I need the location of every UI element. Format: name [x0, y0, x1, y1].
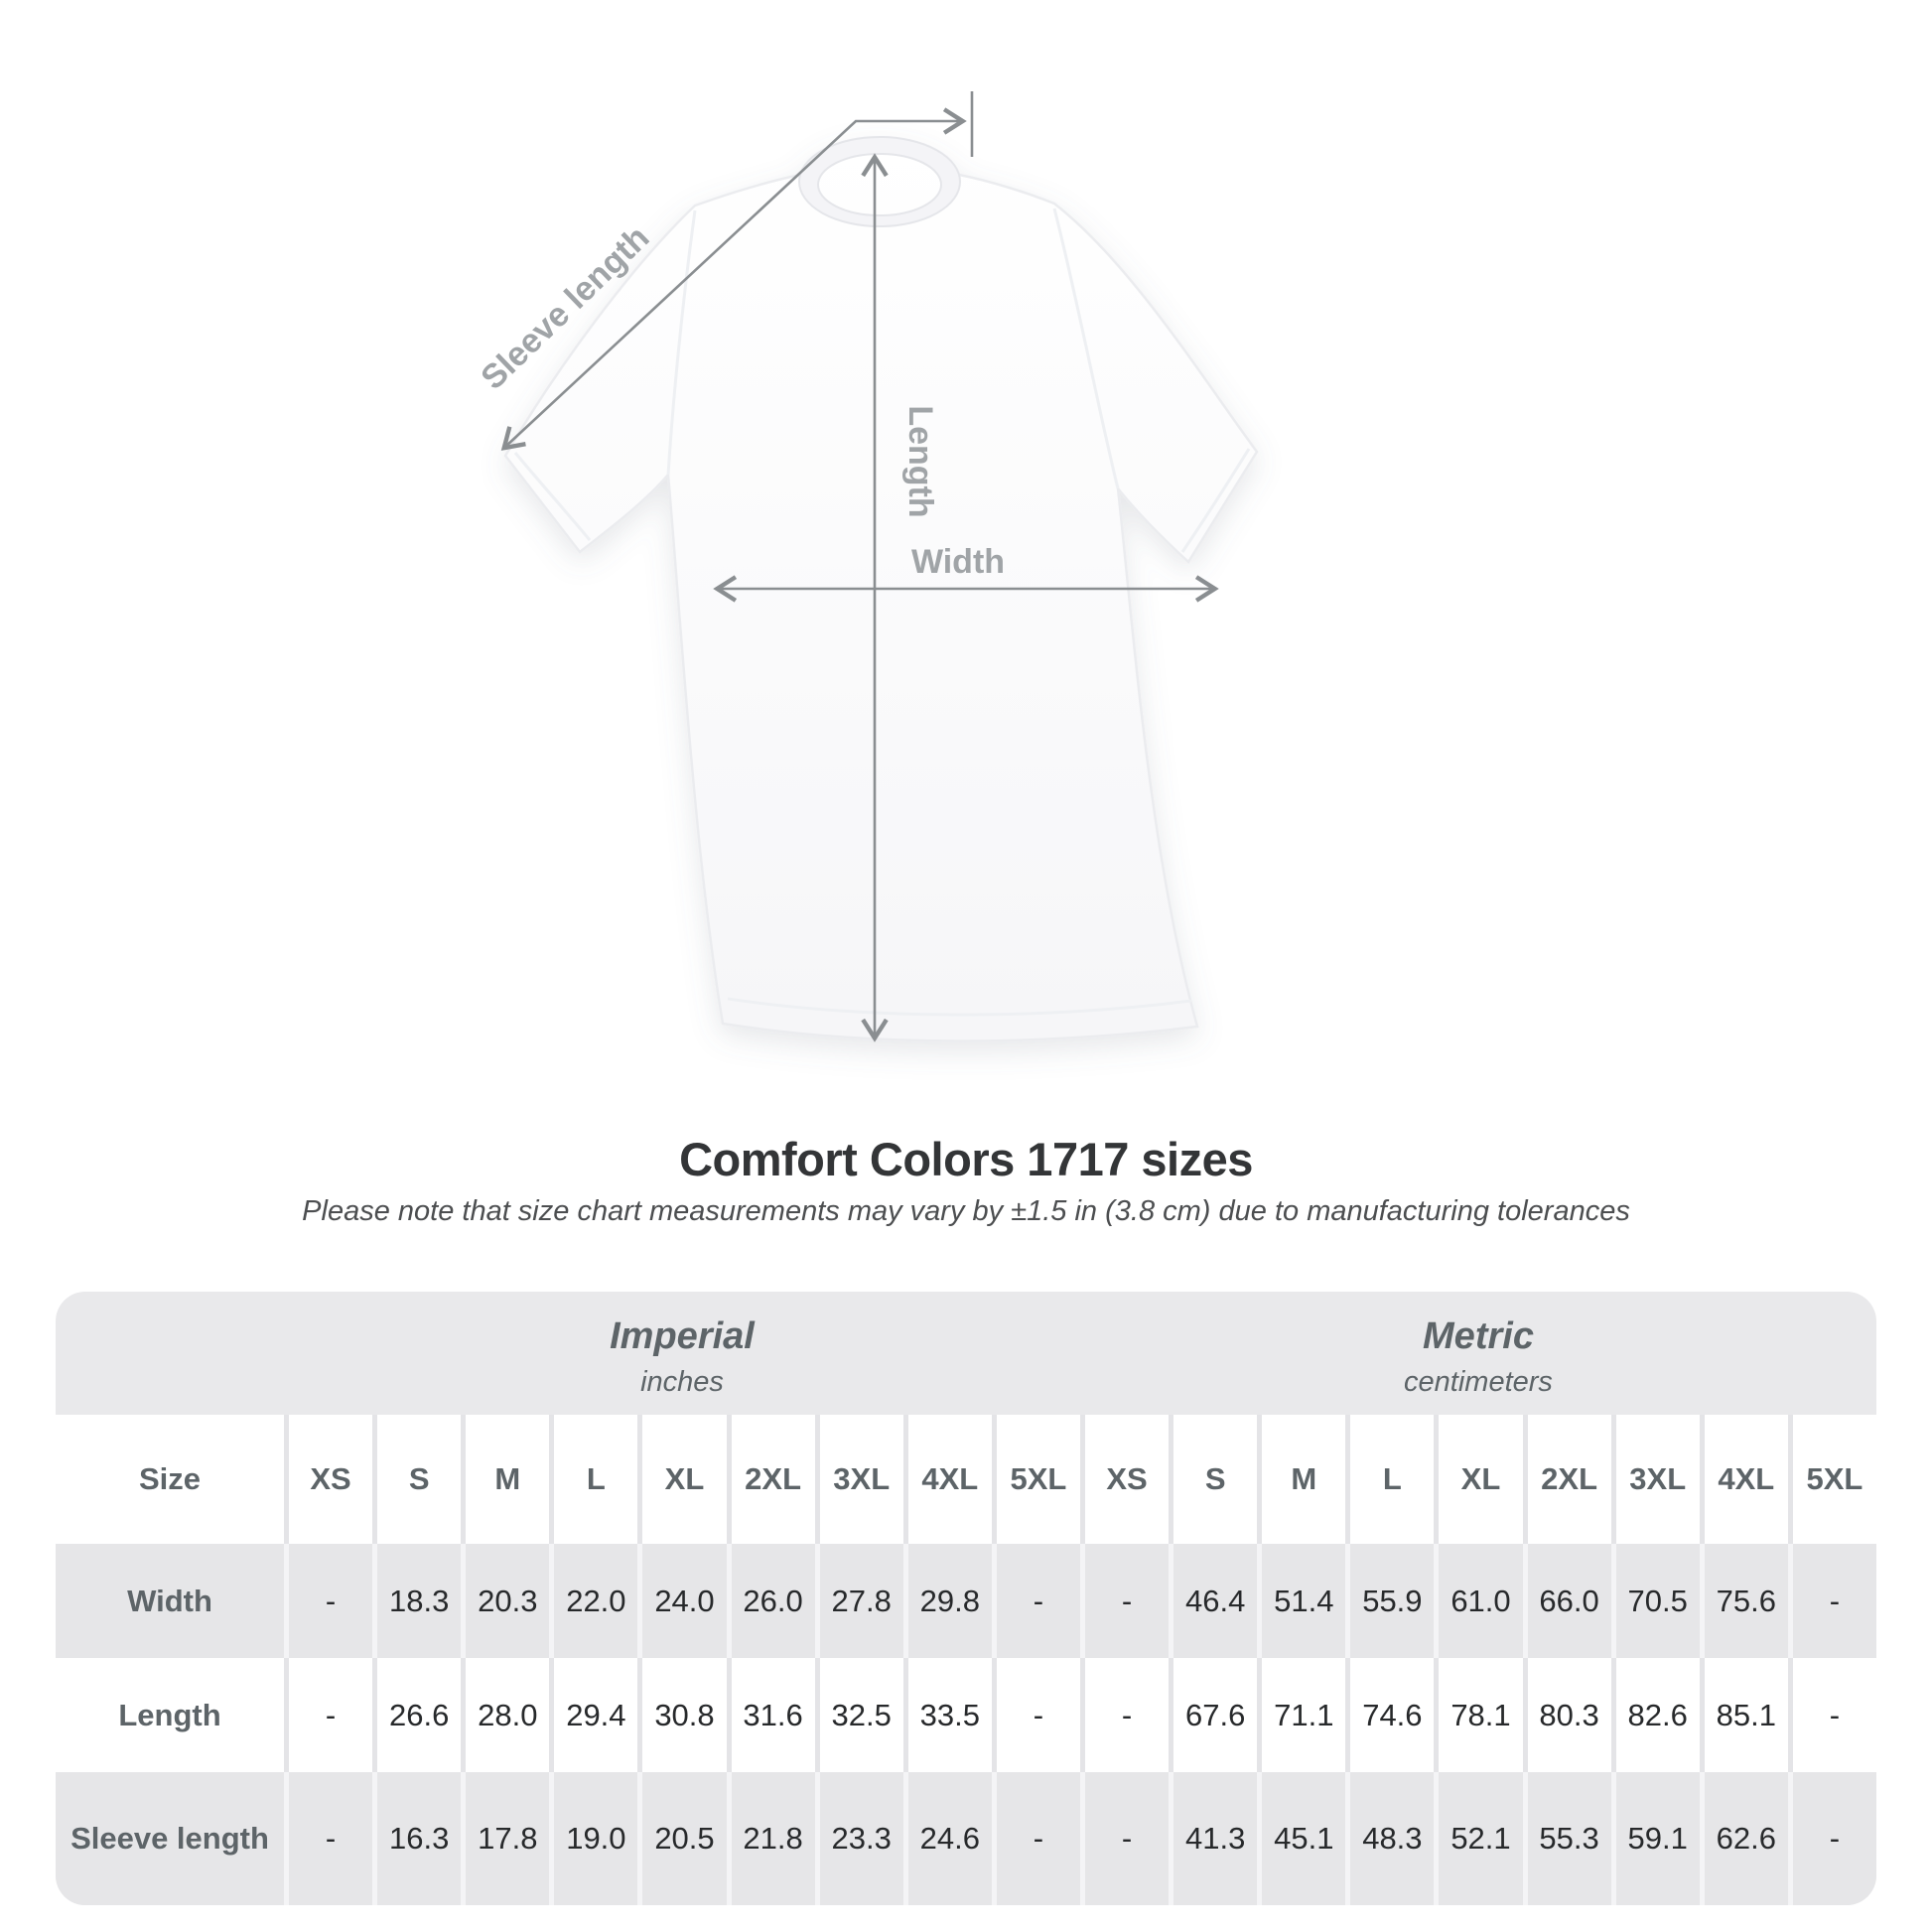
- size-header-cell: 3XL: [1610, 1415, 1700, 1544]
- size-header-cell: 5XL: [991, 1415, 1080, 1544]
- value-cell: -: [1787, 1544, 1876, 1658]
- unit-row-spacer: [56, 1292, 284, 1415]
- size-header-cell: 4XL: [902, 1415, 992, 1544]
- size-header-cell: M: [1257, 1415, 1346, 1544]
- value-cell: 67.6: [1169, 1658, 1258, 1772]
- value-cell: 21.8: [726, 1772, 815, 1905]
- value-cell: -: [991, 1772, 1080, 1905]
- value-cell: 22.0: [549, 1544, 638, 1658]
- value-cell: 28.0: [461, 1658, 550, 1772]
- value-cell: 45.1: [1257, 1772, 1346, 1905]
- value-cell: -: [1080, 1658, 1170, 1772]
- size-header-cell: 4XL: [1699, 1415, 1788, 1544]
- value-cell: 70.5: [1610, 1544, 1700, 1658]
- unit-group-imperial: Imperial inches: [284, 1292, 1080, 1415]
- value-cell: 71.1: [1257, 1658, 1346, 1772]
- value-cell: 29.8: [902, 1544, 992, 1658]
- value-cell: 78.1: [1434, 1658, 1523, 1772]
- length-row: Length -26.6 28.0 29.4 30.8 31.6 32.5 33.5- -67…: [56, 1658, 1876, 1772]
- value-cell: 17.8: [461, 1772, 550, 1905]
- sleeve-length-arrow: [500, 107, 967, 451]
- value-cell: 23.3: [814, 1772, 903, 1905]
- value-cell: 75.6: [1699, 1544, 1788, 1658]
- value-cell: 85.1: [1699, 1658, 1788, 1772]
- length-label: Length: [901, 405, 939, 517]
- value-cell: 29.4: [549, 1658, 638, 1772]
- value-cell: 18.3: [372, 1544, 462, 1658]
- row-label-sleeve-length: Sleeve length: [56, 1772, 284, 1905]
- value-cell: -: [284, 1658, 373, 1772]
- size-header-cell: S: [1169, 1415, 1258, 1544]
- size-header-cell: 5XL: [1787, 1415, 1876, 1544]
- value-cell: 32.5: [814, 1658, 903, 1772]
- size-header-cell: XS: [284, 1415, 373, 1544]
- value-cell: -: [1787, 1658, 1876, 1772]
- row-label-width: Width: [56, 1544, 284, 1658]
- size-header-cell: XL: [1434, 1415, 1523, 1544]
- width-row: Width -18.3 20.3 22.0 24.0 26.0 27.8 29.8- -46.…: [56, 1544, 1876, 1658]
- value-cell: -: [1080, 1544, 1170, 1658]
- size-header-cell: 2XL: [1522, 1415, 1611, 1544]
- width-label: Width: [911, 543, 1005, 581]
- value-cell: 51.4: [1257, 1544, 1346, 1658]
- value-cell: 55.3: [1522, 1772, 1611, 1905]
- value-cell: 24.6: [902, 1772, 992, 1905]
- value-cell: -: [991, 1544, 1080, 1658]
- row-label-length: Length: [56, 1658, 284, 1772]
- unit-group-metric: Metric centimeters: [1080, 1292, 1876, 1415]
- size-header-cell: M: [461, 1415, 550, 1544]
- imperial-heading: Imperial: [610, 1315, 755, 1357]
- value-cell: 52.1: [1434, 1772, 1523, 1905]
- value-cell: 19.0: [549, 1772, 638, 1905]
- size-header-cell: S: [372, 1415, 462, 1544]
- value-cell: 48.3: [1345, 1772, 1435, 1905]
- value-cell: 20.5: [637, 1772, 727, 1905]
- size-column-header: Size: [56, 1415, 284, 1544]
- size-header-cell: 3XL: [814, 1415, 903, 1544]
- value-cell: -: [284, 1544, 373, 1658]
- value-cell: 26.6: [372, 1658, 462, 1772]
- imperial-unit: inches: [640, 1366, 724, 1398]
- metric-unit: centimeters: [1404, 1366, 1553, 1398]
- value-cell: 61.0: [1434, 1544, 1523, 1658]
- size-header-cell: L: [1345, 1415, 1435, 1544]
- value-cell: -: [1080, 1772, 1170, 1905]
- page-subtitle: Please note that size chart measurements…: [302, 1195, 1630, 1227]
- value-cell: 31.6: [726, 1658, 815, 1772]
- value-cell: 80.3: [1522, 1658, 1611, 1772]
- value-cell: -: [1787, 1772, 1876, 1905]
- value-cell: 62.6: [1699, 1772, 1788, 1905]
- unit-header-row: Imperial inches Metric centimeters: [56, 1292, 1876, 1415]
- value-cell: 20.3: [461, 1544, 550, 1658]
- value-cell: 27.8: [814, 1544, 903, 1658]
- value-cell: 55.9: [1345, 1544, 1435, 1658]
- value-cell: 66.0: [1522, 1544, 1611, 1658]
- size-table: Imperial inches Metric centimeters Size …: [56, 1292, 1876, 1905]
- size-header-cell: XL: [637, 1415, 727, 1544]
- page-title: Comfort Colors 1717 sizes: [679, 1133, 1253, 1185]
- size-header-cell: XS: [1080, 1415, 1170, 1544]
- value-cell: 59.1: [1610, 1772, 1700, 1905]
- value-cell: 24.0: [637, 1544, 727, 1658]
- size-header-cell: L: [549, 1415, 638, 1544]
- value-cell: 74.6: [1345, 1658, 1435, 1772]
- sleeve-length-row: Sleeve length -16.3 17.8 19.0 20.5 21.8 23.3 2…: [56, 1772, 1876, 1905]
- value-cell: 26.0: [726, 1544, 815, 1658]
- metric-heading: Metric: [1423, 1315, 1534, 1357]
- value-cell: 33.5: [902, 1658, 992, 1772]
- value-cell: 16.3: [372, 1772, 462, 1905]
- measurement-arrows: [500, 91, 1219, 1042]
- value-cell: 46.4: [1169, 1544, 1258, 1658]
- value-cell: 30.8: [637, 1658, 727, 1772]
- size-header-row: Size XS S M L XL 2XL 3XL 4XL 5XL XS S M L XL 2XL 3XL 4XL…: [56, 1415, 1876, 1544]
- value-cell: 41.3: [1169, 1772, 1258, 1905]
- value-cell: 82.6: [1610, 1658, 1700, 1772]
- value-cell: -: [284, 1772, 373, 1905]
- size-header-cell: 2XL: [726, 1415, 815, 1544]
- tshirt-diagram: Sleeve length Length Width: [474, 91, 1259, 1042]
- value-cell: -: [991, 1658, 1080, 1772]
